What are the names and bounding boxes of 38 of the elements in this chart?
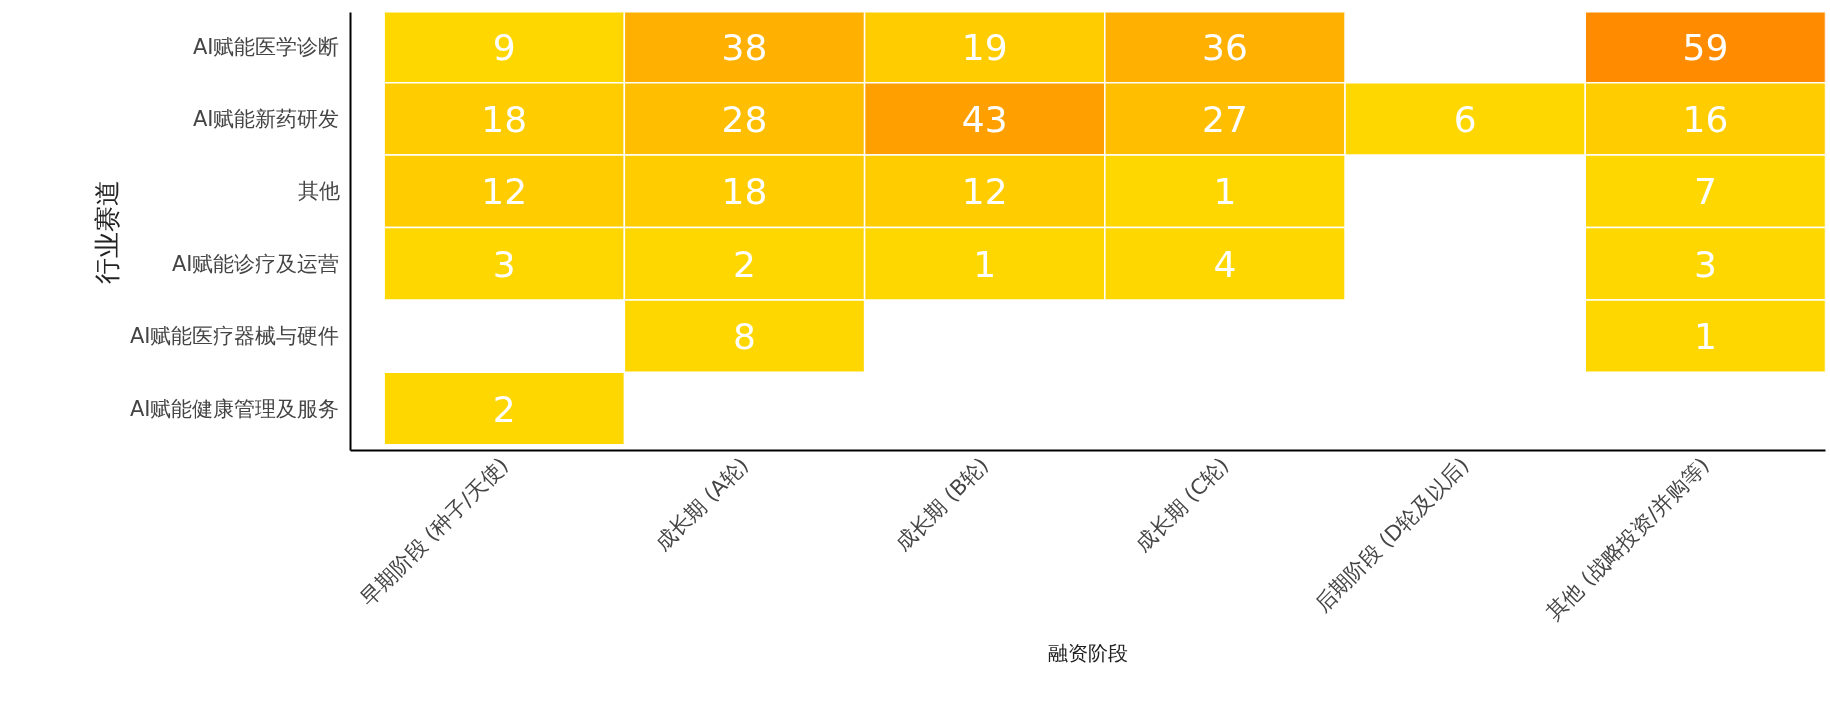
- y-tick-label: AI赋能诊疗及运营: [171, 251, 340, 276]
- x-tick-label: 成长期 (B轮): [890, 453, 994, 556]
- x-tick-label: 早期阶段 (种子/天使): [355, 453, 513, 611]
- data-label: 16: [1682, 98, 1729, 140]
- data-label: 1: [1213, 171, 1237, 213]
- data-label: 27: [1202, 98, 1248, 140]
- x-axis-title: 融资阶段: [1048, 641, 1128, 666]
- data-label: 1: [1693, 316, 1717, 358]
- y-tick-label: AI赋能医疗器械与硬件: [129, 324, 340, 349]
- y-tick-label: AI赋能医学诊断: [192, 34, 340, 59]
- data-label: 36: [1202, 26, 1248, 68]
- y-tick-label: AI赋能新药研发: [192, 106, 340, 131]
- data-label: 38: [721, 26, 768, 68]
- data-label: 3: [492, 243, 516, 285]
- data-label: 2: [492, 388, 516, 430]
- x-tick-label: 其他 (战略投资/并购等): [1541, 453, 1714, 625]
- data-label: 18: [721, 171, 768, 213]
- x-tick-label: 成长期 (A轮): [650, 453, 753, 556]
- data-label: 1: [973, 243, 997, 285]
- x-tick-label: 成长期 (C轮): [1130, 453, 1234, 557]
- data-label: 7: [1693, 171, 1717, 213]
- data-label: 12: [961, 171, 1008, 213]
- data-label: 28: [721, 98, 768, 140]
- data-label: 3: [1693, 243, 1717, 285]
- data-label: 6: [1453, 98, 1477, 140]
- y-tick-label: AI赋能健康管理及服务: [129, 396, 340, 421]
- data-label: 12: [481, 171, 528, 213]
- data-label: 18: [481, 98, 528, 140]
- data-label: 59: [1682, 26, 1729, 68]
- data-label: 2: [733, 243, 756, 285]
- x-tick-label: 后期阶段 (D轮及以后): [1310, 453, 1474, 617]
- data-label: 4: [1213, 243, 1237, 285]
- data-label: 43: [961, 98, 1008, 140]
- data-label: 9: [492, 26, 516, 68]
- y-axis-title: 行业赛道: [91, 179, 122, 284]
- data-label: 19: [961, 26, 1008, 68]
- data-label: 8: [733, 316, 756, 358]
- y-tick-label: 其他: [297, 179, 340, 204]
